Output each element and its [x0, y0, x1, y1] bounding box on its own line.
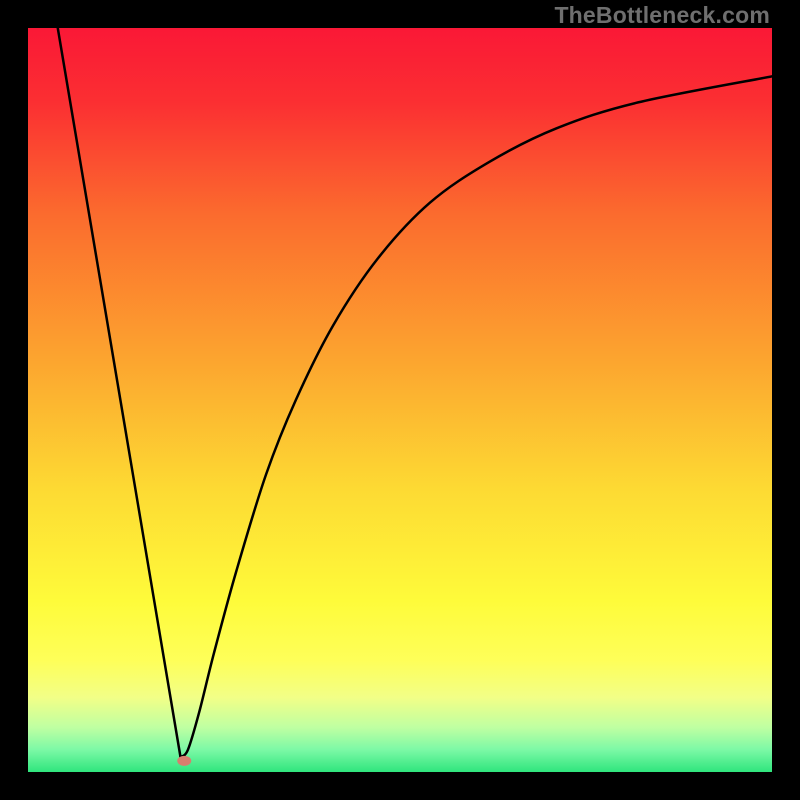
bottleneck-curve-right [181, 76, 772, 757]
curve-layer [28, 28, 772, 772]
optimal-point-marker [177, 756, 191, 766]
bottleneck-chart: TheBottleneck.com [0, 0, 800, 800]
plot-area [28, 28, 772, 772]
bottleneck-curve-left [58, 28, 181, 757]
watermark-text: TheBottleneck.com [554, 2, 770, 29]
